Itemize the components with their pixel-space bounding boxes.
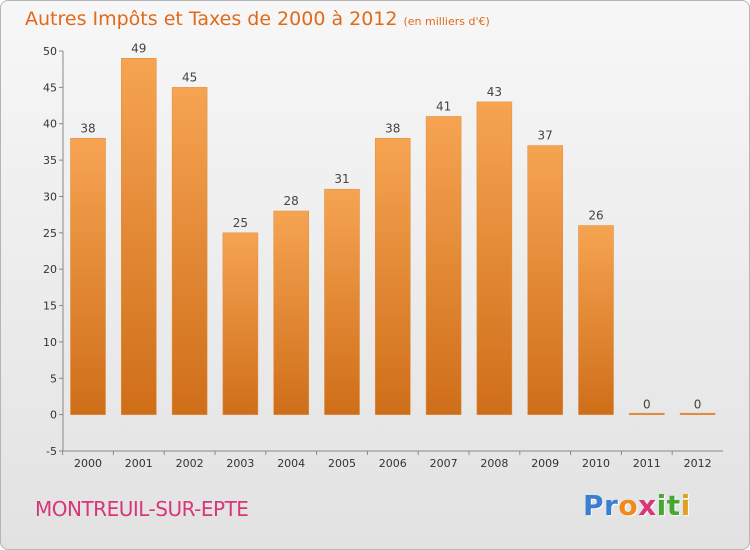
x-tick-label: 2010 — [582, 457, 610, 470]
data-label-2006: 38 — [385, 121, 400, 135]
bar-2001 — [121, 58, 157, 415]
data-label-2007: 41 — [436, 99, 451, 113]
y-tick-label: 10 — [43, 336, 57, 349]
logo-letter: t — [666, 489, 681, 522]
logo-letter: r — [604, 489, 619, 522]
bar-2011 — [629, 412, 665, 415]
data-label-2008: 43 — [487, 85, 502, 99]
data-label-2005: 31 — [334, 172, 349, 186]
x-tick-label: 2007 — [430, 457, 458, 470]
logo-letter: o — [618, 489, 639, 522]
x-tick-label: 2000 — [74, 457, 102, 470]
data-label-2001: 49 — [131, 41, 146, 55]
bar-2008 — [476, 101, 513, 415]
bar-2007 — [425, 116, 462, 415]
y-tick-label: 25 — [43, 227, 57, 240]
bar-2010 — [578, 225, 614, 415]
bar-2006 — [375, 138, 411, 415]
chart-title-unit: (en milliers d'€) — [403, 15, 490, 28]
y-tick-label: 5 — [50, 372, 57, 385]
logo-letter: P — [583, 489, 605, 522]
y-tick-label: 0 — [50, 409, 57, 422]
y-tick-label: 30 — [43, 190, 57, 203]
chart-title: Autres Impôts et Taxes de 2000 à 2012 (en… — [25, 8, 490, 30]
bars-group — [70, 58, 716, 415]
x-tick-label: 2008 — [480, 457, 508, 470]
bar-2002 — [171, 87, 208, 415]
bar-2000 — [70, 138, 106, 415]
x-tick-label: 2006 — [379, 457, 407, 470]
y-tick-label: 20 — [43, 263, 57, 276]
x-tick-label: 2005 — [328, 457, 356, 470]
x-tick-label: 2011 — [633, 457, 661, 470]
x-tick-label: 2004 — [277, 457, 305, 470]
bar-2004 — [273, 210, 309, 415]
chart-title-main: Autres Impôts et Taxes de 2000 à 2012 — [25, 8, 398, 30]
x-tick-label: 2012 — [684, 457, 712, 470]
x-tick-label: 2009 — [531, 457, 559, 470]
logo-letter: i — [680, 489, 691, 522]
x-tick-label: 2002 — [176, 457, 204, 470]
data-label-2012: 0 — [694, 398, 702, 412]
y-tick-label: -5 — [46, 445, 57, 458]
bar-2005 — [324, 188, 360, 415]
x-tick-label: 2003 — [226, 457, 254, 470]
logo-letter: i — [656, 489, 667, 522]
data-label-2002: 45 — [182, 70, 197, 84]
bar-2009 — [527, 145, 563, 415]
commune-name: MONTREUIL-SUR-EPTE — [35, 497, 249, 521]
data-label-2003: 25 — [233, 216, 248, 230]
data-label-2004: 28 — [284, 194, 299, 208]
data-label-2011: 0 — [643, 398, 651, 412]
y-tick-label: 15 — [43, 300, 57, 313]
y-tick-label: 50 — [43, 45, 57, 58]
axes: -5 0 5 10 15 20 25 30 35 40 45 50 2000 2001 2002 2003 20… — [43, 45, 723, 470]
y-tick-label: 45 — [43, 81, 57, 94]
y-tick-label: 40 — [43, 118, 57, 131]
y-tick-label: 35 — [43, 154, 57, 167]
bar-2012 — [679, 412, 716, 415]
x-tick-label: 2001 — [125, 457, 153, 470]
data-label-2010: 26 — [588, 209, 603, 223]
logo-letter: x — [638, 489, 657, 522]
data-labels-group: 38 49 45 25 28 31 38 41 43 37 26 0 0 — [80, 41, 701, 411]
proxiti-logo[interactable]: Proxiti — [583, 489, 691, 522]
data-label-2000: 38 — [80, 121, 95, 135]
data-label-2009: 37 — [538, 129, 553, 143]
bar-2003 — [222, 232, 259, 415]
